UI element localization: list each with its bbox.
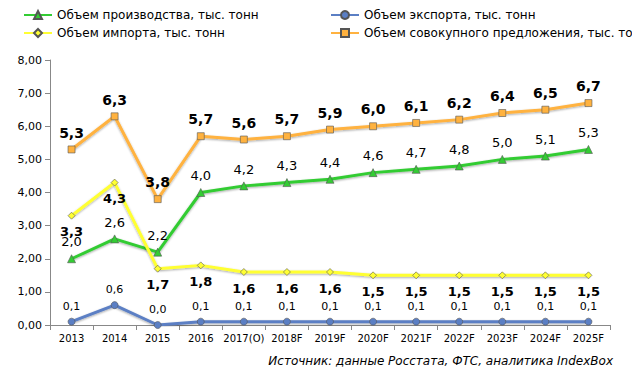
svg-text:2,0: 2,0 xyxy=(61,234,82,250)
svg-text:5,3: 5,3 xyxy=(578,125,599,140)
svg-text:0,1: 0,1 xyxy=(364,300,382,313)
svg-text:7,00: 7,00 xyxy=(18,87,43,100)
svg-text:2013: 2013 xyxy=(59,333,84,344)
svg-text:5,7: 5,7 xyxy=(275,111,300,127)
svg-text:5,9: 5,9 xyxy=(318,105,343,121)
svg-text:0,6: 0,6 xyxy=(106,283,124,296)
svg-text:1,7: 1,7 xyxy=(146,277,169,292)
svg-text:5,0: 5,0 xyxy=(492,135,513,150)
svg-text:5,00: 5,00 xyxy=(18,153,43,166)
svg-text:0,1: 0,1 xyxy=(450,300,468,313)
svg-text:Объем производства, тыс. тонн: Объем производства, тыс. тонн xyxy=(57,8,259,22)
svg-text:2015: 2015 xyxy=(145,333,170,344)
svg-text:5,1: 5,1 xyxy=(535,132,556,147)
svg-text:4,8: 4,8 xyxy=(449,142,470,157)
svg-text:3,8: 3,8 xyxy=(145,174,170,190)
svg-text:4,7: 4,7 xyxy=(406,145,427,160)
svg-text:6,0: 6,0 xyxy=(361,101,386,117)
svg-text:0,1: 0,1 xyxy=(63,300,81,313)
svg-text:2014: 2014 xyxy=(102,333,127,344)
svg-text:Объем экспорта, тыс. тонн: Объем экспорта, тыс. тонн xyxy=(364,8,536,22)
svg-text:6,3: 6,3 xyxy=(102,92,127,108)
svg-text:6,00: 6,00 xyxy=(18,120,43,133)
svg-text:1,5: 1,5 xyxy=(491,284,514,299)
svg-text:2023F: 2023F xyxy=(487,333,518,344)
svg-text:6,4: 6,4 xyxy=(490,88,515,104)
svg-text:2020F: 2020F xyxy=(357,333,388,344)
svg-text:8,00: 8,00 xyxy=(18,54,43,67)
svg-text:5,7: 5,7 xyxy=(188,111,213,127)
svg-text:0,1: 0,1 xyxy=(580,300,598,313)
svg-text:4,3: 4,3 xyxy=(103,191,126,206)
svg-text:1,6: 1,6 xyxy=(318,281,341,296)
svg-text:Объем совокупного предложения,: Объем совокупного предложения, тыс. тонн xyxy=(364,26,632,40)
svg-text:2022F: 2022F xyxy=(444,333,475,344)
svg-text:1,5: 1,5 xyxy=(362,284,385,299)
svg-text:2025F: 2025F xyxy=(573,333,604,344)
svg-text:2019F: 2019F xyxy=(314,333,345,344)
svg-text:4,4: 4,4 xyxy=(320,155,341,170)
svg-text:0,1: 0,1 xyxy=(321,300,339,313)
svg-text:0,1: 0,1 xyxy=(192,300,210,313)
svg-text:1,5: 1,5 xyxy=(577,284,600,299)
svg-text:0,00: 0,00 xyxy=(18,319,43,332)
svg-text:2018F: 2018F xyxy=(271,333,302,344)
svg-text:2024F: 2024F xyxy=(530,333,561,344)
svg-text:2,2: 2,2 xyxy=(147,228,168,243)
svg-text:1,6: 1,6 xyxy=(275,281,298,296)
svg-text:6,7: 6,7 xyxy=(576,78,601,94)
svg-text:0,1: 0,1 xyxy=(494,300,512,313)
svg-text:2017(O): 2017(O) xyxy=(223,333,264,344)
svg-text:6,5: 6,5 xyxy=(533,85,558,101)
svg-text:0,1: 0,1 xyxy=(537,300,555,313)
svg-text:1,8: 1,8 xyxy=(189,274,212,289)
svg-text:0,1: 0,1 xyxy=(278,300,296,313)
svg-text:6,2: 6,2 xyxy=(447,95,472,111)
svg-text:3,00: 3,00 xyxy=(18,219,43,232)
svg-text:5,6: 5,6 xyxy=(231,115,256,131)
svg-text:2021F: 2021F xyxy=(401,333,432,344)
svg-text:Объем импорта, тыс. тонн: Объем импорта, тыс. тонн xyxy=(57,26,225,40)
svg-text:5,3: 5,3 xyxy=(59,125,84,141)
svg-text:4,3: 4,3 xyxy=(277,158,298,173)
svg-text:4,00: 4,00 xyxy=(18,186,43,199)
svg-text:1,6: 1,6 xyxy=(232,281,255,296)
svg-text:6,1: 6,1 xyxy=(404,98,429,114)
svg-text:0,0: 0,0 xyxy=(149,303,167,316)
svg-text:Источник: данные Росстата, ФТС: Источник: данные Росстата, ФТС, аналитик… xyxy=(268,354,614,368)
svg-text:2016: 2016 xyxy=(188,333,213,344)
svg-text:1,5: 1,5 xyxy=(405,284,428,299)
svg-text:4,2: 4,2 xyxy=(234,162,255,177)
svg-text:3,3: 3,3 xyxy=(60,224,83,239)
svg-text:1,5: 1,5 xyxy=(534,284,557,299)
svg-text:2,6: 2,6 xyxy=(104,215,125,230)
svg-text:4,6: 4,6 xyxy=(363,148,384,163)
svg-text:4,0: 4,0 xyxy=(190,168,211,183)
svg-text:2,00: 2,00 xyxy=(18,252,43,265)
svg-text:1,5: 1,5 xyxy=(448,284,471,299)
svg-text:0,1: 0,1 xyxy=(407,300,425,313)
svg-text:1,00: 1,00 xyxy=(18,285,43,298)
svg-text:0,1: 0,1 xyxy=(235,300,253,313)
